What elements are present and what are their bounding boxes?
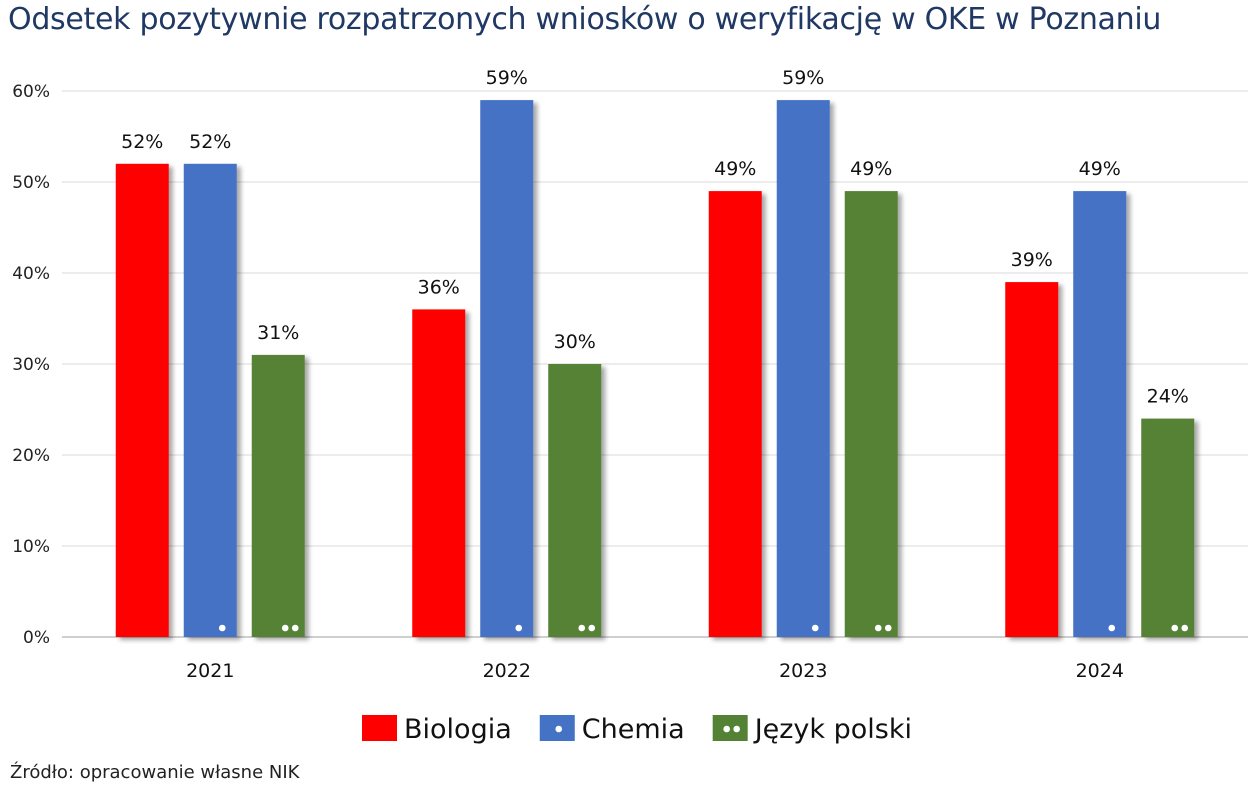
- pattern-dot: [588, 624, 596, 632]
- data-label: 59%: [782, 67, 824, 89]
- pattern-dot: [291, 624, 299, 632]
- pattern-dot: [723, 725, 730, 733]
- y-axis-ticks: 0% 10% 20% 30% 40% 50% 60%: [12, 82, 50, 648]
- x-axis-ticks: 2021 2022 2023 2024: [186, 660, 1124, 682]
- y-tick-label: 20%: [12, 446, 50, 466]
- legend-swatch: [712, 715, 748, 741]
- bars: [115, 100, 1195, 638]
- legend: Biologia Chemia Język polski: [362, 714, 912, 745]
- chart-title: Odsetek pozytywnie rozpatrzonych wnioskó…: [8, 2, 1162, 37]
- data-label: 49%: [850, 158, 892, 180]
- pattern-dot: [884, 624, 892, 632]
- data-labels: 52% 52% 31% 36% 59% 30% 49% 59% 49% 39% 49% 24%: [121, 67, 1189, 408]
- data-label: 49%: [1079, 158, 1121, 180]
- bar-biologia-2022: [412, 309, 466, 637]
- bar-język-polski-2024: [1141, 418, 1195, 637]
- bar-biologia-2021: [115, 163, 169, 638]
- x-tick-label: 2021: [186, 660, 234, 682]
- data-label: 49%: [714, 158, 756, 180]
- y-tick-label: 10%: [12, 537, 50, 557]
- data-label: 52%: [121, 131, 163, 153]
- data-label: 36%: [418, 276, 460, 298]
- pattern-dot: [218, 624, 226, 632]
- legend-label: Chemia: [582, 714, 685, 745]
- y-tick-label: 60%: [12, 82, 50, 102]
- pattern-dot: [515, 624, 523, 632]
- data-label: 59%: [486, 67, 528, 89]
- pattern-dot: [1108, 624, 1116, 632]
- x-tick-label: 2023: [779, 660, 827, 682]
- bar-biologia-2023: [708, 191, 762, 637]
- bar-język-polski-2023: [844, 191, 898, 637]
- pattern-dot: [733, 725, 740, 733]
- pattern-dot: [1171, 624, 1179, 632]
- x-tick-label: 2022: [483, 660, 531, 682]
- bar-chemia-2023: [776, 100, 830, 638]
- pattern-dot: [555, 725, 563, 733]
- x-tick-label: 2024: [1076, 660, 1124, 682]
- y-tick-label: 50%: [12, 173, 50, 193]
- pattern-dot: [811, 624, 819, 632]
- bar-biologia-2024: [1005, 282, 1059, 637]
- legend-swatch: [362, 715, 397, 741]
- legend-label: Biologia: [404, 714, 512, 745]
- bar-chemia-2022: [480, 100, 534, 638]
- bar-język-polski-2021: [251, 354, 305, 637]
- data-label: 31%: [257, 322, 299, 344]
- y-tick-label: 0%: [23, 628, 50, 648]
- bar-chemia-2024: [1073, 191, 1127, 637]
- data-label: 52%: [189, 131, 231, 153]
- bar-chemia-2021: [183, 163, 237, 638]
- pattern-dot: [874, 624, 882, 632]
- source-note: Źródło: opracowanie własne NIK: [10, 762, 300, 783]
- y-tick-label: 30%: [12, 355, 50, 375]
- pattern-dot: [1181, 624, 1189, 632]
- data-label: 30%: [554, 331, 596, 353]
- gridlines: [62, 90, 1248, 638]
- pattern-dot: [281, 624, 289, 632]
- data-label: 24%: [1147, 386, 1189, 408]
- y-tick-label: 40%: [12, 264, 50, 284]
- pattern-dot: [578, 624, 586, 632]
- legend-label: Język polski: [753, 714, 912, 745]
- data-label: 39%: [1011, 249, 1053, 271]
- bar-język-polski-2022: [548, 364, 602, 637]
